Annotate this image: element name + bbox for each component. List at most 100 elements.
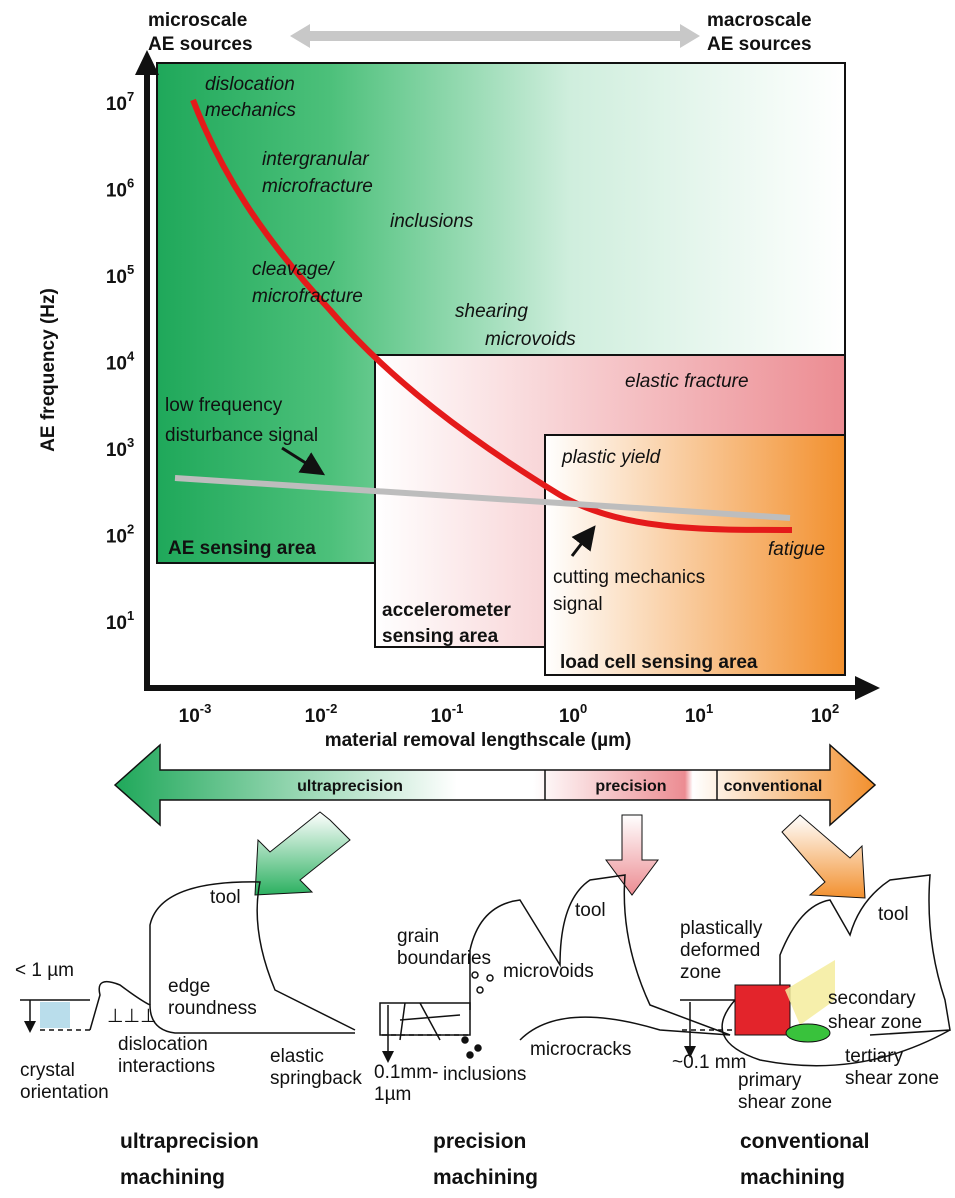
- x-axis-label: material removal lengthscale (µm): [325, 730, 632, 751]
- panel-label: springback: [270, 1068, 362, 1089]
- tick-label: 102: [811, 701, 839, 727]
- panel-label: tool: [878, 904, 909, 925]
- panel-label: edge: [168, 976, 210, 997]
- primary-zone: [735, 985, 790, 1035]
- panel-label: shear zone: [845, 1068, 939, 1089]
- panel-label: crystal: [20, 1060, 75, 1081]
- tick-label: 104: [106, 349, 135, 375]
- figure: microscale AE sources macroscale AE sour…: [0, 0, 955, 1198]
- panel-title: conventional: [740, 1130, 870, 1153]
- panel-label: deformed: [680, 940, 760, 961]
- panel-label: roundness: [168, 998, 257, 1019]
- tick-label: 102: [106, 522, 134, 548]
- panel-label: shear zone: [738, 1092, 832, 1113]
- annotation: signal: [553, 594, 603, 615]
- source-label: dislocation: [205, 74, 295, 95]
- tick-label: 101: [106, 608, 134, 634]
- area-label: load cell sensing area: [560, 652, 758, 673]
- tick-exp: 2: [127, 522, 134, 537]
- header-text: AE sources: [148, 34, 253, 55]
- tick-label: 105: [106, 262, 134, 288]
- panel-title: ultraprecision: [120, 1130, 259, 1153]
- panel-arrow: [782, 815, 865, 898]
- scale-label: precision: [595, 778, 666, 795]
- tick-label: 10-1: [431, 701, 464, 727]
- source-label: elastic fracture: [625, 371, 749, 392]
- annotation: disturbance signal: [165, 425, 318, 446]
- source-label: microfracture: [262, 176, 373, 197]
- tick-base: 10: [431, 706, 452, 727]
- tick-exp: 4: [127, 349, 135, 364]
- panel-label: boundaries: [397, 948, 491, 969]
- panel-label: grain: [397, 926, 439, 947]
- tick-base: 10: [811, 706, 832, 727]
- panel-label: microvoids: [503, 961, 594, 982]
- tick-label: 106: [106, 176, 134, 202]
- panel-label: microcracks: [530, 1039, 631, 1060]
- tick-label: 101: [685, 701, 713, 727]
- header-text: microscale: [148, 10, 247, 31]
- tick-base: 10: [305, 706, 326, 727]
- scale-label: ultraprecision: [297, 778, 403, 795]
- panel-title: machining: [433, 1166, 538, 1189]
- source-label: intergranular: [262, 149, 369, 170]
- panel-label: dislocation: [118, 1034, 208, 1055]
- tick-label: 10-2: [305, 701, 338, 727]
- panel-label: shear zone: [828, 1012, 922, 1033]
- panel-label: < 1 µm: [15, 960, 74, 981]
- tick-exp: 6: [127, 176, 134, 191]
- panel-title: precision: [433, 1130, 526, 1153]
- x-axis-head: [855, 676, 880, 700]
- area-label: AE sensing area: [168, 538, 316, 559]
- tick-exp: 2: [832, 701, 839, 716]
- source-label: fatigue: [768, 539, 825, 560]
- tick-exp: -3: [200, 701, 212, 716]
- panel-label: elastic: [270, 1046, 324, 1067]
- tick-base: 10: [559, 706, 580, 727]
- scale-label: conventional: [724, 778, 823, 795]
- tick-exp: 5: [127, 262, 134, 277]
- tick-exp: -1: [452, 701, 464, 716]
- panel-arrow: [606, 815, 658, 895]
- scale-arrow: [290, 24, 700, 48]
- panel-label: inclusions: [443, 1064, 526, 1085]
- tick-base: 10: [179, 706, 200, 727]
- area-label: accelerometer: [382, 600, 511, 621]
- tick-label: 107: [106, 89, 134, 115]
- panel-arrow: [255, 812, 350, 895]
- crystal: [40, 1002, 70, 1028]
- area-label: sensing area: [382, 626, 499, 647]
- tick-exp: 1: [706, 701, 713, 716]
- dislocation-symbols: ⊥⊥⊥: [107, 1006, 157, 1027]
- tertiary-zone: [786, 1024, 830, 1042]
- source-label: inclusions: [390, 211, 474, 232]
- source-label: microfracture: [252, 286, 363, 307]
- source-label: shearing: [455, 301, 528, 322]
- panel-label: plastically: [680, 918, 763, 939]
- tick-exp: -2: [326, 701, 338, 716]
- tick-exp: 7: [127, 89, 134, 104]
- panel-label: orientation: [20, 1082, 109, 1103]
- tick-label: 103: [106, 435, 134, 461]
- tick-base: 10: [106, 527, 127, 548]
- tick-exp: 0: [580, 701, 587, 716]
- tick-base: 10: [106, 354, 127, 375]
- panel-label: zone: [680, 962, 721, 983]
- tick-base: 10: [106, 94, 127, 115]
- tick-exp: 3: [127, 435, 134, 450]
- source-label: mechanics: [205, 100, 296, 121]
- annotation: low frequency: [165, 395, 283, 416]
- panel-title: machining: [740, 1166, 845, 1189]
- panel-label: secondary: [828, 988, 916, 1009]
- tick-label: 10-3: [179, 701, 212, 727]
- source-label: cleavage/: [252, 259, 335, 280]
- source-label: microvoids: [485, 329, 576, 350]
- source-label: plastic yield: [561, 447, 662, 468]
- panel-label: tool: [575, 900, 606, 921]
- header-text: macroscale: [707, 10, 812, 31]
- panel-label: 0.1mm-: [374, 1062, 438, 1083]
- panel-label: interactions: [118, 1056, 215, 1077]
- header-text: AE sources: [707, 34, 812, 55]
- panel-label: ~0.1 mm: [672, 1052, 746, 1073]
- tick-base: 10: [106, 267, 127, 288]
